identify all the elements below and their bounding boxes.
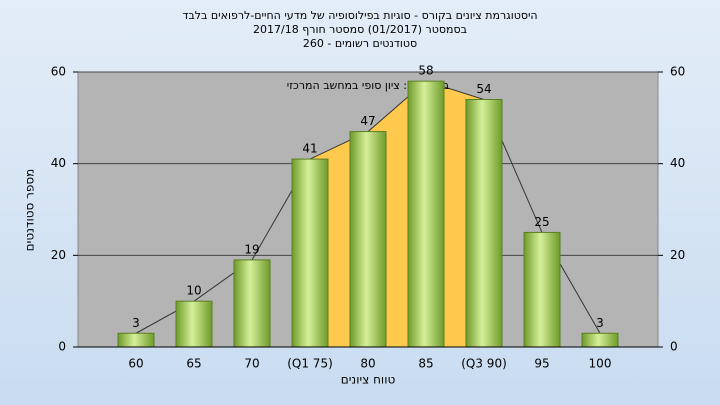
data-label: 41	[302, 142, 317, 156]
y-tick-label: 0	[58, 340, 66, 354]
y2-tick-label: 0	[670, 340, 678, 354]
chart-subtitle: סטודנטים רשומים - 260	[303, 37, 417, 50]
y-tick-label: 60	[51, 65, 66, 79]
data-label: 3	[596, 316, 604, 330]
y2-tick-label: 60	[670, 65, 685, 79]
data-label: 47	[360, 114, 375, 128]
bar	[349, 131, 387, 348]
bar	[465, 99, 503, 348]
bar	[291, 158, 329, 348]
x-tick-label: 70	[244, 357, 259, 371]
y2-tick-label: 20	[670, 248, 685, 262]
x-tick-label: 80	[360, 357, 375, 371]
x-tick-label: (Q1 75)	[287, 357, 333, 371]
y-axis-label: מספר סטודנטים	[23, 169, 37, 252]
data-label: 10	[186, 284, 201, 298]
data-label: 58	[418, 64, 433, 78]
x-tick-label: 95	[534, 357, 549, 371]
x-tick-label: (Q3 90)	[461, 357, 507, 371]
chart-subtitle: בסמסטר (01/2017) סמסטר חורף 2017/18	[253, 23, 467, 36]
x-tick-label: 60	[128, 357, 143, 371]
data-label: 19	[244, 242, 259, 256]
bar	[523, 231, 561, 348]
bar	[233, 259, 271, 348]
bar	[175, 300, 213, 348]
bar	[407, 80, 445, 348]
chart-title: היסטוגרמת ציונים בקורס - סוגיות בפילוסופ…	[182, 9, 537, 22]
y2-tick-label: 40	[670, 156, 685, 170]
x-axis-label: טווח ציונים	[341, 373, 396, 387]
data-label: 25	[534, 215, 549, 229]
data-label: 3	[132, 316, 140, 330]
bar	[581, 332, 619, 348]
y-tick-label: 40	[51, 156, 66, 170]
y-tick-label: 20	[51, 248, 66, 262]
x-tick-label: 85	[418, 357, 433, 371]
x-tick-label: 100	[589, 357, 612, 371]
x-tick-label: 65	[186, 357, 201, 371]
data-label: 54	[476, 82, 491, 96]
bar	[117, 332, 155, 348]
